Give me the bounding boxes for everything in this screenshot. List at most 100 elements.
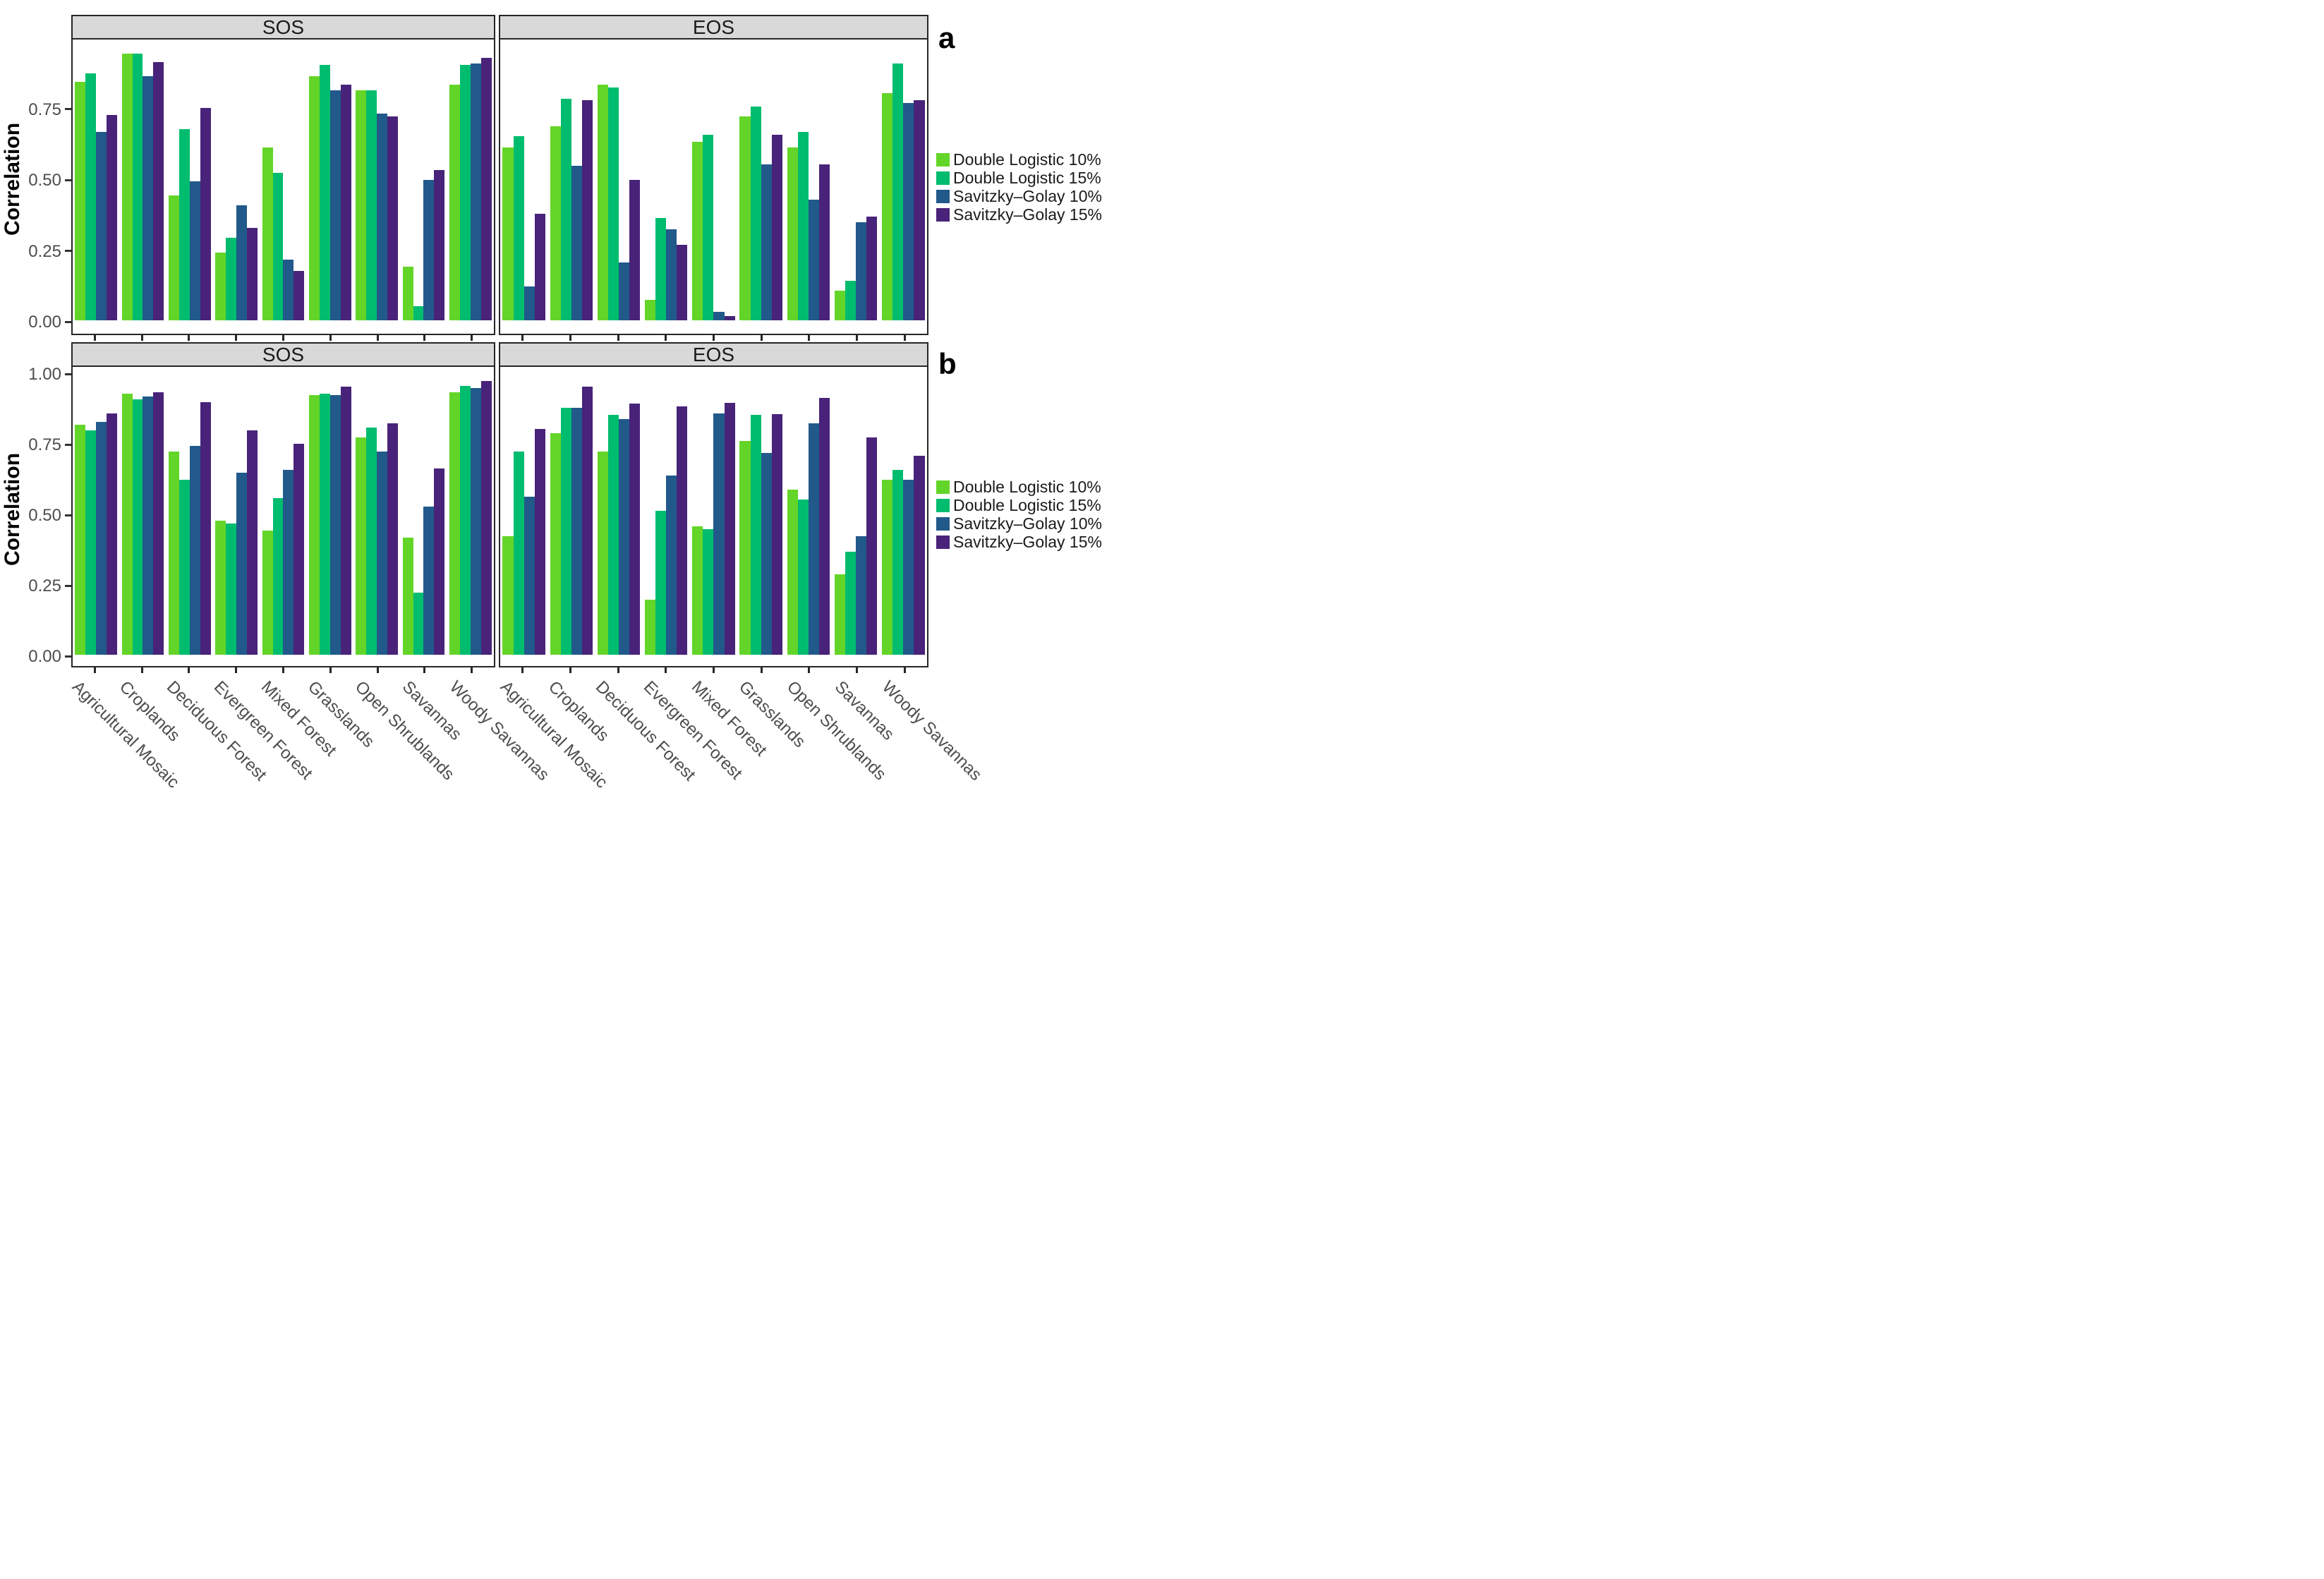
bar (629, 404, 641, 655)
bar (619, 262, 630, 320)
bar (480, 58, 492, 320)
x-axis-tick-mark (471, 667, 473, 673)
y-axis-tick-mark (65, 514, 71, 516)
legend-label: Double Logistic 15% (953, 168, 1101, 187)
bar-group (400, 373, 447, 655)
bar (819, 398, 830, 655)
bar (771, 414, 782, 655)
bar (178, 128, 190, 320)
bar (215, 521, 226, 655)
bar (666, 476, 677, 655)
bar (724, 402, 735, 655)
y-axis-tick-label: 0.25 (28, 576, 61, 595)
x-axis-tick-mark (713, 667, 715, 673)
y-axis-tick-label: 0.00 (28, 313, 61, 332)
y-axis-tick-mark (65, 443, 71, 446)
bar-group (547, 37, 595, 320)
bar-group (500, 37, 547, 320)
bar (143, 397, 154, 655)
bar (892, 470, 904, 655)
x-axis-tick-mark (903, 667, 906, 673)
bar (308, 395, 320, 655)
bar-group (500, 373, 547, 655)
bar-group (353, 37, 400, 320)
x-axis-tick-mark (903, 335, 906, 341)
bar-group (643, 37, 690, 320)
bar (356, 437, 367, 655)
bar (629, 180, 641, 320)
bar (480, 381, 492, 655)
bar (272, 498, 284, 655)
bar (96, 131, 107, 320)
x-axis-tick-mark (471, 335, 473, 341)
bar (319, 65, 330, 320)
x-axis-tick-mark (521, 667, 524, 673)
bar (787, 490, 798, 655)
legend-swatch (936, 152, 950, 167)
bar (834, 290, 846, 320)
bar (459, 65, 471, 320)
bar (560, 408, 571, 655)
bar (550, 126, 561, 320)
bar (692, 526, 703, 655)
bar (856, 536, 867, 655)
bar (787, 147, 798, 320)
x-axis-tick-mark (569, 335, 571, 341)
x-axis-tick-mark (521, 335, 524, 341)
figure: SOS EOS Correlation a SOS EOS Correlatio… (0, 0, 1162, 790)
y-axis-tick-mark (65, 320, 71, 323)
bar (560, 99, 571, 320)
bar (914, 100, 925, 320)
bar (329, 395, 341, 655)
legend-label: Double Logistic 15% (953, 495, 1101, 514)
bar (655, 218, 667, 320)
bar-group (785, 373, 832, 655)
legend-swatch (936, 207, 950, 222)
bars-layer (500, 37, 927, 320)
facet-title: SOS (262, 16, 305, 38)
bar (143, 76, 154, 320)
bar (470, 388, 481, 655)
bar (834, 574, 846, 655)
bar (581, 387, 593, 655)
bar (329, 90, 341, 320)
x-axis-tick-mark (376, 335, 379, 341)
bar-group (307, 373, 353, 655)
bar (914, 456, 925, 655)
bar (423, 180, 435, 320)
legend-swatch (936, 535, 950, 549)
x-axis-tick-mark (235, 335, 238, 341)
bar (434, 169, 445, 320)
bar (132, 54, 143, 320)
bar-group (119, 373, 166, 655)
bar (761, 453, 772, 655)
legend-a: Double Logistic 10% Double Logistic 15% Sa… (936, 150, 1102, 224)
legend-swatch (936, 498, 950, 512)
bar (808, 200, 820, 320)
bars-layer (73, 37, 494, 320)
bar (856, 222, 867, 320)
bar (387, 116, 398, 320)
bar (308, 76, 320, 320)
bar (402, 266, 413, 320)
facet-title: EOS (692, 343, 735, 365)
bar (571, 165, 582, 320)
x-axis-tick-mark (282, 335, 284, 341)
bar (645, 299, 656, 320)
bar (132, 399, 143, 655)
y-axis-tick-label: 0.25 (28, 241, 61, 261)
bar (692, 141, 703, 320)
bar (200, 107, 211, 320)
bar-group (880, 373, 927, 655)
bar (739, 116, 751, 320)
legend-item: Double Logistic 15% (936, 496, 1102, 514)
bar (845, 552, 857, 655)
plot-panel-b-eos (499, 367, 928, 667)
bar (402, 538, 413, 655)
x-axis-tick-mark (423, 335, 426, 341)
facet-strip-a-eos: EOS (499, 15, 928, 40)
bar-group (119, 37, 166, 320)
bar (449, 85, 460, 320)
bars-layer (500, 373, 927, 655)
y-axis-tick-label: 0.75 (28, 99, 61, 119)
